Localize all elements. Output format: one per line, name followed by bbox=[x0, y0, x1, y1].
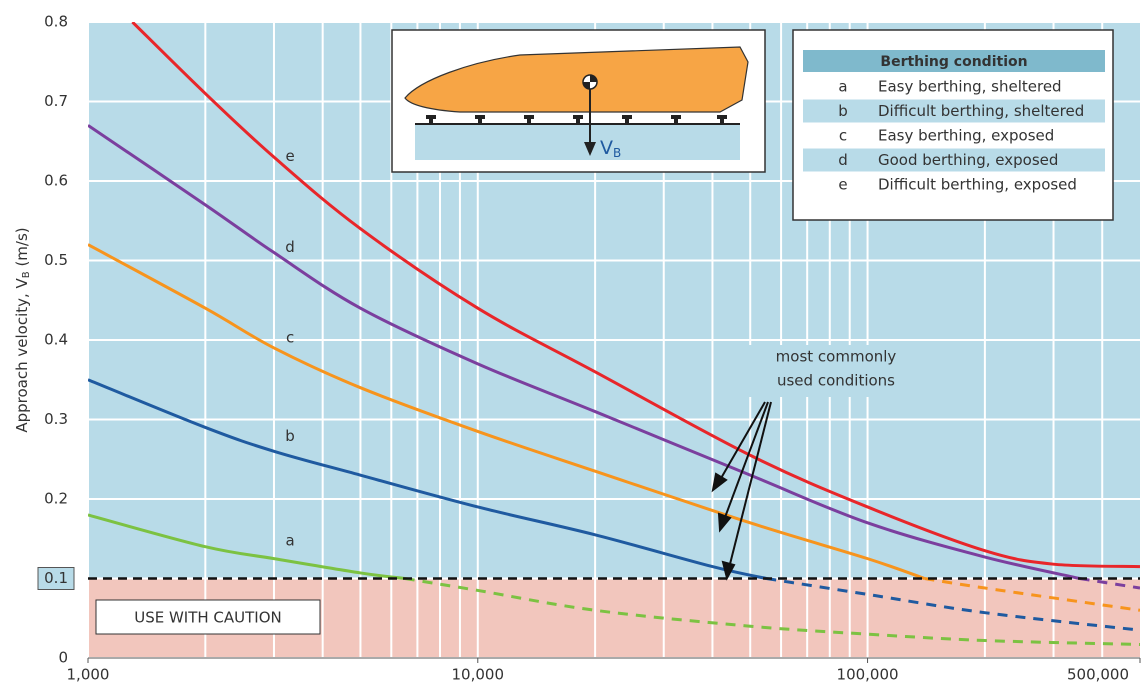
y-tick-label: 0.5 bbox=[44, 251, 68, 269]
y-axis-label-part: Approach velocity, V bbox=[13, 277, 31, 432]
annotation: most commonly used conditions bbox=[711, 345, 925, 581]
series-line bbox=[131, 22, 1140, 569]
series-line bbox=[88, 513, 406, 580]
legend-label: Good berthing, exposed bbox=[878, 151, 1058, 169]
x-tick-label: 10,000 bbox=[452, 666, 505, 684]
legend-key: a bbox=[838, 78, 847, 96]
water bbox=[415, 124, 740, 160]
caution-label: USE WITH CAUTION bbox=[134, 609, 282, 627]
x-tick-label: 100,000 bbox=[837, 666, 899, 684]
series-line bbox=[88, 243, 926, 580]
inset-label-sub: B bbox=[613, 146, 621, 160]
series-label: a bbox=[285, 531, 294, 549]
series-label: c bbox=[286, 328, 294, 346]
legend-key: b bbox=[838, 102, 848, 120]
y-tick-label: 0.6 bbox=[44, 172, 68, 190]
series-line bbox=[88, 124, 1080, 580]
y-tick-label: 0.4 bbox=[44, 331, 68, 349]
y-tick-label: 0.7 bbox=[44, 92, 68, 110]
legend-label: Easy berthing, exposed bbox=[878, 127, 1054, 145]
series-line-dashed bbox=[404, 577, 1140, 646]
inset: VB bbox=[391, 29, 766, 173]
inset-label-main: V bbox=[600, 137, 613, 159]
ship bbox=[404, 46, 749, 113]
series-label: b bbox=[285, 427, 295, 445]
y-axis-label-part: (m/s) bbox=[13, 227, 31, 271]
fenders bbox=[426, 115, 727, 124]
legend-row-bg bbox=[803, 148, 1105, 172]
legend-title: Berthing condition bbox=[880, 54, 1027, 70]
x-tick-label: 500,000 bbox=[1067, 666, 1129, 684]
threshold-tick-box bbox=[37, 567, 75, 590]
legend-label: Difficult berthing, exposed bbox=[878, 176, 1077, 194]
y-tick-label: 0.1 bbox=[44, 569, 68, 587]
series-line-dashed bbox=[924, 577, 1140, 612]
legend-label: Easy berthing, sheltered bbox=[878, 78, 1062, 96]
y-axis-label: Approach velocity, VB (m/s) bbox=[13, 227, 33, 432]
legend-label: Difficult berthing, sheltered bbox=[878, 102, 1084, 120]
annotation-line: used conditions bbox=[777, 372, 895, 390]
annotation-line: most commonly bbox=[776, 348, 897, 366]
legend-row-bg bbox=[803, 99, 1105, 123]
series-label: e bbox=[285, 147, 294, 165]
inset-label: VB bbox=[600, 137, 621, 160]
legend-key: c bbox=[839, 127, 847, 145]
y-tick-label: 0.8 bbox=[44, 13, 68, 31]
y-tick-label: 0 bbox=[58, 649, 68, 667]
series-label: d bbox=[285, 238, 295, 256]
legend-key: d bbox=[838, 151, 848, 169]
legend-key: e bbox=[838, 176, 847, 194]
y-tick-label: 0.3 bbox=[44, 410, 68, 428]
caution-box bbox=[95, 599, 321, 635]
legend-title-bar bbox=[803, 50, 1105, 72]
y-tick-label: 0.2 bbox=[44, 490, 68, 508]
y-axis-label-part: B bbox=[21, 271, 32, 278]
x-tick-label: 1,000 bbox=[67, 666, 110, 684]
series-line-dashed bbox=[766, 577, 1140, 632]
series-line bbox=[88, 378, 767, 580]
